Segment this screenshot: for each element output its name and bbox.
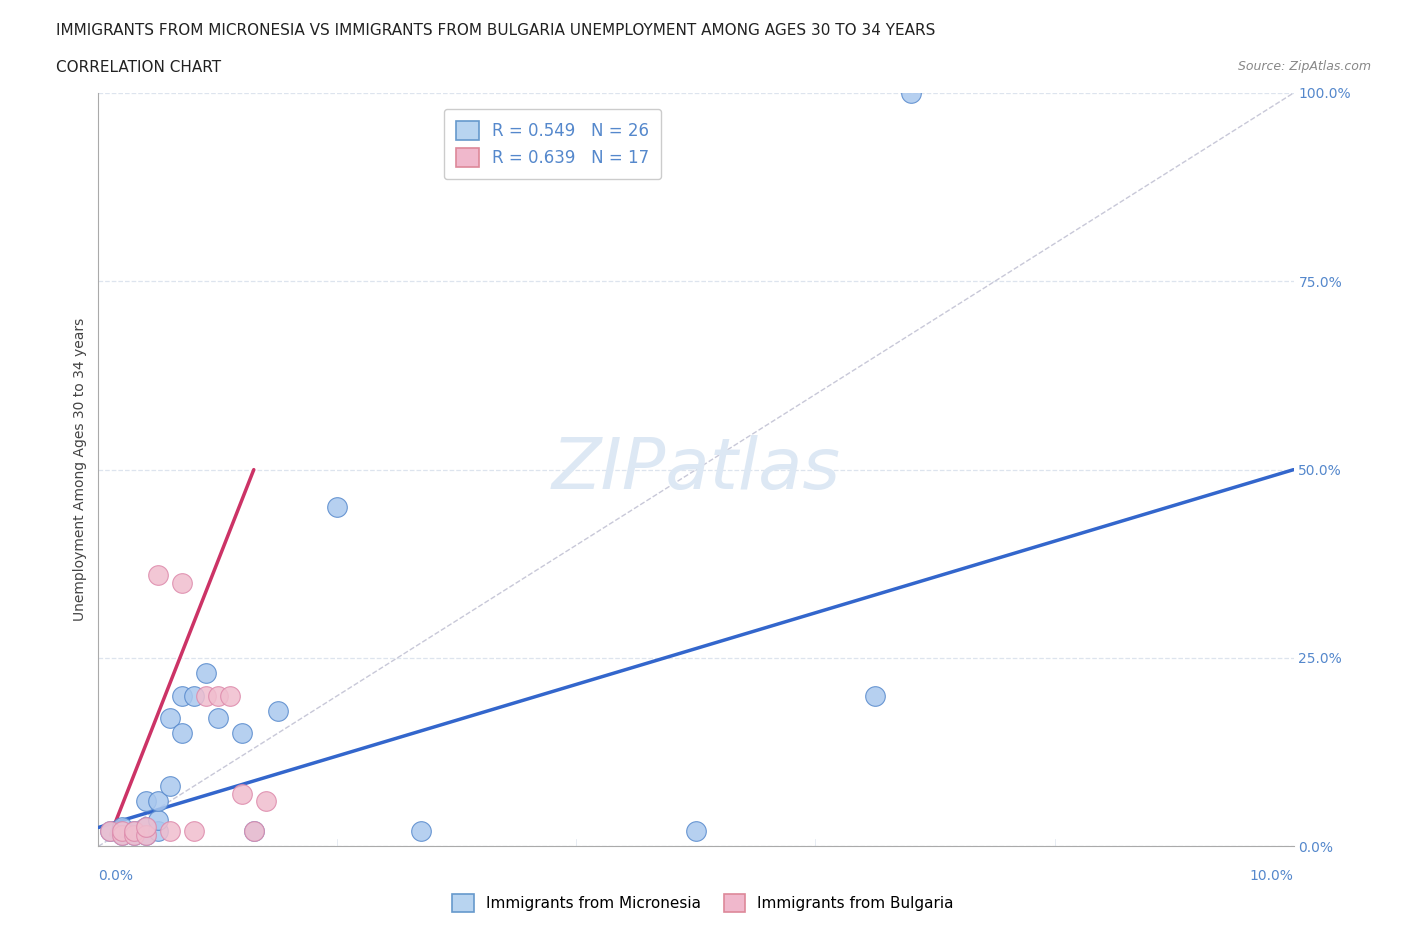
Point <box>254 793 277 808</box>
Point <box>900 86 922 100</box>
Point <box>135 828 157 843</box>
Text: Source: ZipAtlas.com: Source: ZipAtlas.com <box>1237 60 1371 73</box>
Point <box>148 824 170 839</box>
Point <box>243 824 266 839</box>
Point <box>159 824 181 839</box>
Point <box>124 828 146 843</box>
Point <box>148 793 170 808</box>
Point <box>111 828 134 843</box>
Point <box>231 786 253 801</box>
Point <box>135 820 157 835</box>
Text: IMMIGRANTS FROM MICRONESIA VS IMMIGRANTS FROM BULGARIA UNEMPLOYMENT AMONG AGES 3: IMMIGRANTS FROM MICRONESIA VS IMMIGRANTS… <box>56 23 935 38</box>
Point <box>172 688 194 703</box>
Point <box>98 824 122 839</box>
Legend: Immigrants from Micronesia, Immigrants from Bulgaria: Immigrants from Micronesia, Immigrants f… <box>446 888 960 918</box>
Text: 0.0%: 0.0% <box>98 869 134 883</box>
Point <box>267 703 290 718</box>
Point <box>326 500 349 515</box>
Text: CORRELATION CHART: CORRELATION CHART <box>56 60 221 75</box>
Point <box>411 824 433 839</box>
Point <box>172 575 194 591</box>
Point <box>124 824 146 839</box>
Point <box>148 813 170 828</box>
Point <box>172 726 194 741</box>
Text: ZIPatlas: ZIPatlas <box>551 435 841 504</box>
Point <box>124 824 146 839</box>
Point <box>111 824 134 839</box>
Point <box>159 711 181 725</box>
Point <box>111 820 134 835</box>
Point <box>124 828 146 843</box>
Y-axis label: Unemployment Among Ages 30 to 34 years: Unemployment Among Ages 30 to 34 years <box>73 318 87 621</box>
Point <box>135 828 157 843</box>
Point <box>219 688 242 703</box>
Point <box>231 726 253 741</box>
Point <box>207 711 229 725</box>
Point <box>148 567 170 582</box>
Point <box>135 793 157 808</box>
Point <box>135 820 157 835</box>
Point <box>195 688 218 703</box>
Text: 10.0%: 10.0% <box>1250 869 1294 883</box>
Point <box>685 824 707 839</box>
Point <box>195 666 218 681</box>
Point <box>865 688 887 703</box>
Point <box>207 688 229 703</box>
Point <box>183 688 205 703</box>
Point <box>98 824 122 839</box>
Point <box>159 778 181 793</box>
Point <box>183 824 205 839</box>
Legend: R = 0.549   N = 26, R = 0.639   N = 17: R = 0.549 N = 26, R = 0.639 N = 17 <box>444 109 661 179</box>
Point <box>111 828 134 843</box>
Point <box>243 824 266 839</box>
